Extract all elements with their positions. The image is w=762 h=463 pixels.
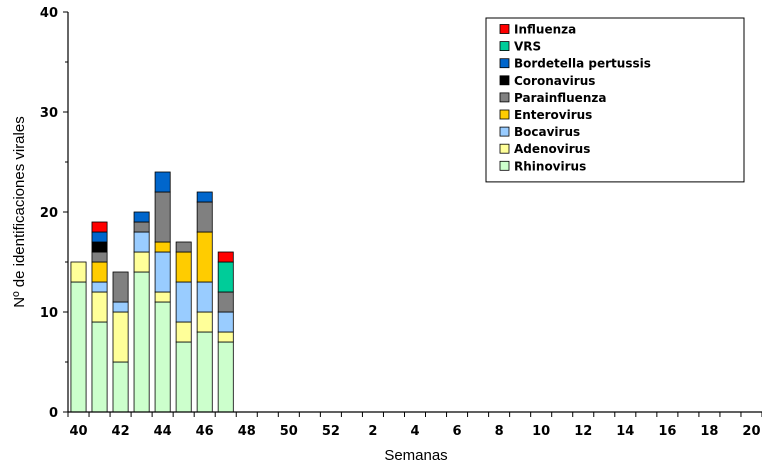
bar-vrs-week-47 (217, 261, 234, 293)
bar-rhinovirus-week-40 (70, 281, 87, 413)
x-tick-label: 52 (322, 424, 340, 439)
bar-parainfluenza-week-42 (112, 271, 129, 303)
bar-adenovirus-week-45 (175, 321, 192, 343)
legend-swatch-vrs (499, 41, 510, 51)
bar-rhinovirus-week-43 (133, 271, 150, 413)
bar-rhinovirus-week-42 (112, 361, 129, 413)
bar-adenovirus-week-46 (196, 311, 213, 333)
bar-bocavirus-week-44 (154, 251, 171, 293)
bars-layer (70, 171, 234, 413)
bar-bordetella-pertussis-week-44 (154, 171, 171, 193)
bar-adenovirus-week-42 (112, 311, 129, 363)
legend-swatch-coronavirus (499, 75, 510, 86)
x-tick-label: 46 (196, 424, 214, 439)
bar-bocavirus-week-43 (133, 231, 150, 253)
bar-bordetella-pertussis-week-41 (91, 231, 108, 243)
legend-swatch-parainfluenza (499, 92, 510, 103)
bar-bocavirus-week-46 (196, 281, 213, 313)
legend-label-bocavirus: Bocavirus (514, 125, 580, 139)
bar-bocavirus-week-47 (217, 311, 234, 333)
legend-label-enterovirus: Enterovirus (514, 108, 592, 122)
bar-adenovirus-week-47 (217, 331, 234, 343)
bar-adenovirus-week-40 (70, 261, 87, 283)
axes-layer (63, 11, 762, 417)
x-tick-label: 40 (69, 424, 87, 439)
x-tick-label: 50 (280, 424, 298, 439)
bar-enterovirus-week-44 (154, 241, 171, 253)
bar-parainfluenza-week-43 (133, 221, 150, 233)
legend-swatch-bocavirus (499, 126, 510, 137)
bar-enterovirus-week-46 (196, 231, 213, 283)
bar-bocavirus-week-45 (175, 281, 192, 323)
bar-rhinovirus-week-47 (217, 341, 234, 413)
bar-rhinovirus-week-41 (91, 321, 108, 413)
x-tick-label: 12 (574, 424, 592, 439)
bar-parainfluenza-week-41 (91, 251, 108, 263)
bar-adenovirus-week-41 (91, 291, 108, 323)
bar-rhinovirus-week-44 (154, 301, 171, 413)
x-tick-label: 48 (238, 424, 256, 439)
bar-influenza-week-47 (217, 251, 234, 263)
bar-bordetella-pertussis-week-46 (196, 191, 213, 203)
bar-bocavirus-week-41 (91, 281, 108, 293)
y-tick-label: 40 (40, 6, 58, 21)
bar-parainfluenza-week-44 (154, 191, 171, 243)
legend-label-coronavirus: Coronavirus (514, 74, 595, 88)
bar-parainfluenza-week-45 (175, 241, 192, 253)
legend-box (485, 17, 745, 183)
bar-enterovirus-week-41 (91, 261, 108, 283)
legend-label-parainfluenza: Parainfluenza (514, 91, 606, 105)
y-tick-label: 20 (40, 206, 58, 221)
bar-rhinovirus-week-46 (196, 331, 213, 413)
legend-swatch-bordetella-pertussis (499, 58, 510, 69)
bar-adenovirus-week-43 (133, 251, 150, 273)
x-tick-label: 44 (154, 424, 172, 439)
bar-enterovirus-week-45 (175, 251, 192, 283)
bar-influenza-week-41 (91, 221, 108, 233)
legend-swatch-rhinovirus (499, 160, 510, 171)
y-tick-label: 0 (49, 406, 58, 421)
bar-rhinovirus-week-45 (175, 341, 192, 413)
bar-parainfluenza-week-47 (217, 291, 234, 313)
bar-bocavirus-week-42 (112, 301, 129, 313)
x-axis-label: Semanas (384, 447, 447, 463)
y-tick-label: 10 (40, 306, 58, 321)
x-tick-label: 8 (495, 424, 504, 439)
bar-parainfluenza-week-46 (196, 201, 213, 233)
x-tick-label: 42 (112, 424, 130, 439)
legend-swatch-adenovirus (499, 143, 510, 154)
legend-swatch-influenza (499, 24, 510, 34)
x-tick-label: 6 (453, 424, 462, 439)
y-tick-label: 30 (40, 106, 58, 121)
bar-coronavirus-week-41 (91, 241, 108, 253)
y-axis-label: Nº de identificaciones virales (11, 116, 28, 307)
x-tick-label: 14 (616, 424, 634, 439)
legend: Influenza VRS Bordetella pertussis Coronavi… (485, 17, 745, 183)
bar-bordetella-pertussis-week-43 (133, 211, 150, 223)
legend-label-influenza: Influenza (514, 23, 576, 37)
x-tick-label: 18 (700, 424, 718, 439)
legend-label-adenovirus: Adenovirus (514, 142, 590, 156)
x-tick-label: 16 (658, 424, 676, 439)
x-tick-label: 20 (742, 424, 760, 439)
x-tick-label: 10 (532, 424, 550, 439)
x-tick-label: 2 (368, 424, 377, 439)
legend-swatch-enterovirus (499, 109, 510, 120)
x-tick-label: 4 (410, 424, 419, 439)
legend-label-bordetella-pertussis: Bordetella pertussis (514, 57, 651, 71)
bar-adenovirus-week-44 (154, 291, 171, 303)
legend-label-rhinovirus: Rhinovirus (514, 159, 586, 173)
legend-label-vrs: VRS (514, 40, 541, 54)
